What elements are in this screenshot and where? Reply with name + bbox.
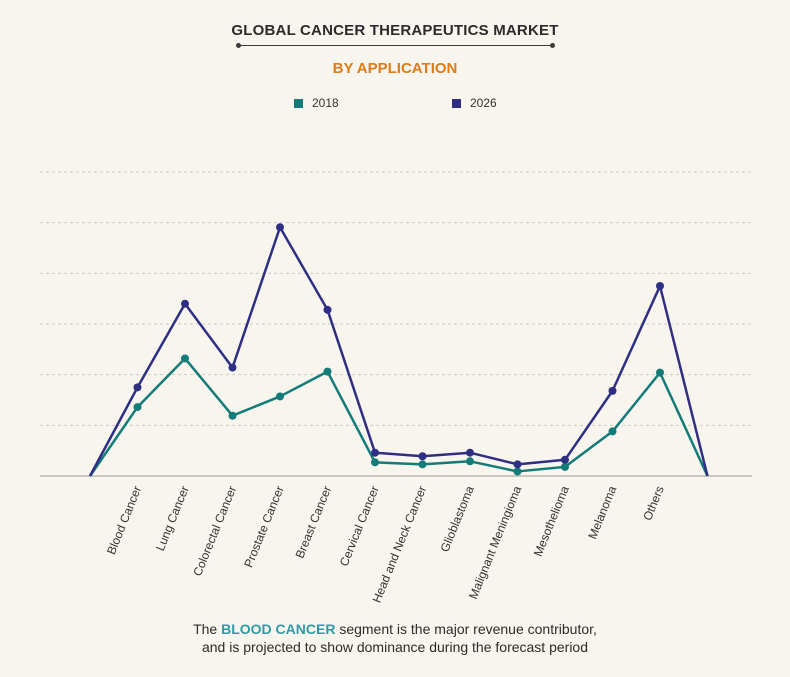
title-underline <box>236 43 555 48</box>
data-point-2026 <box>418 452 427 461</box>
data-point-2018 <box>656 368 664 377</box>
data-point-2018 <box>276 392 284 401</box>
legend-item-2018: 2018 <box>294 96 339 110</box>
x-tick-label: Melanoma <box>585 484 619 541</box>
legend-swatch-2026 <box>452 98 461 108</box>
data-point-2018 <box>418 460 427 469</box>
footer-line-2: and is projected to show dominance durin… <box>201 639 588 655</box>
data-point-2026 <box>276 223 284 232</box>
x-tick-label: Blood Cancer <box>104 484 144 557</box>
series-line-2026 <box>88 225 709 477</box>
legend-item-2026: 2026 <box>452 96 497 110</box>
x-tick-label: Breast Cancer <box>293 484 335 560</box>
data-point-2018 <box>608 427 617 436</box>
data-point-2026 <box>608 386 617 395</box>
title-underline-dot-right <box>550 43 555 48</box>
x-tick-label: Malignant Meningioma <box>466 484 524 601</box>
legend-label-2026: 2026 <box>470 96 497 110</box>
data-point-2026 <box>656 282 664 290</box>
chart-subtitle: BY APPLICATION <box>332 60 458 77</box>
x-tick-label: Head and Neck Cancer <box>370 484 430 605</box>
legend-swatch-2018 <box>294 98 303 108</box>
data-point-2026 <box>371 448 379 457</box>
x-tick-label: Prostate Cancer <box>241 484 286 570</box>
data-point-2018 <box>561 462 569 471</box>
footer-line1-rest: segment is the major revenue contributor… <box>335 621 597 637</box>
x-tick-label: Lung Cancer <box>153 484 192 553</box>
data-point-2026 <box>133 383 142 392</box>
footer-line-1: The BLOOD CANCER segment is the major re… <box>0 620 790 638</box>
data-point-2018 <box>133 403 142 412</box>
x-tick-label: Colorectal Cancer <box>190 484 239 578</box>
data-point-2018 <box>513 467 522 476</box>
data-point-2026 <box>466 448 474 457</box>
data-point-2026 <box>228 363 237 372</box>
data-point-2026 <box>561 455 569 464</box>
data-point-2026 <box>323 305 332 314</box>
data-point-2018 <box>228 411 237 420</box>
data-point-2018 <box>466 457 474 466</box>
data-point-2026 <box>181 299 189 308</box>
footer-highlight: BLOOD CANCER <box>221 621 336 637</box>
title-underline-dot-left <box>236 43 241 48</box>
footer-prefix: The <box>193 621 222 637</box>
data-point-2018 <box>323 367 332 376</box>
x-tick-label: Others <box>640 484 666 523</box>
data-point-2026 <box>513 460 522 469</box>
x-tick-label: Glioblastoma <box>438 484 477 554</box>
legend-label-2018: 2018 <box>312 96 339 110</box>
x-tick-label: Cervical Cancer <box>337 484 382 568</box>
series-line-2018 <box>88 357 709 477</box>
data-point-2018 <box>371 458 379 467</box>
footer-caption: The BLOOD CANCER segment is the major re… <box>0 620 790 656</box>
chart-title: GLOBAL CANCER THERAPEUTICS MARKET <box>231 22 559 39</box>
x-tick-label: Mesothelioma <box>531 484 572 559</box>
data-point-2018 <box>181 354 189 363</box>
